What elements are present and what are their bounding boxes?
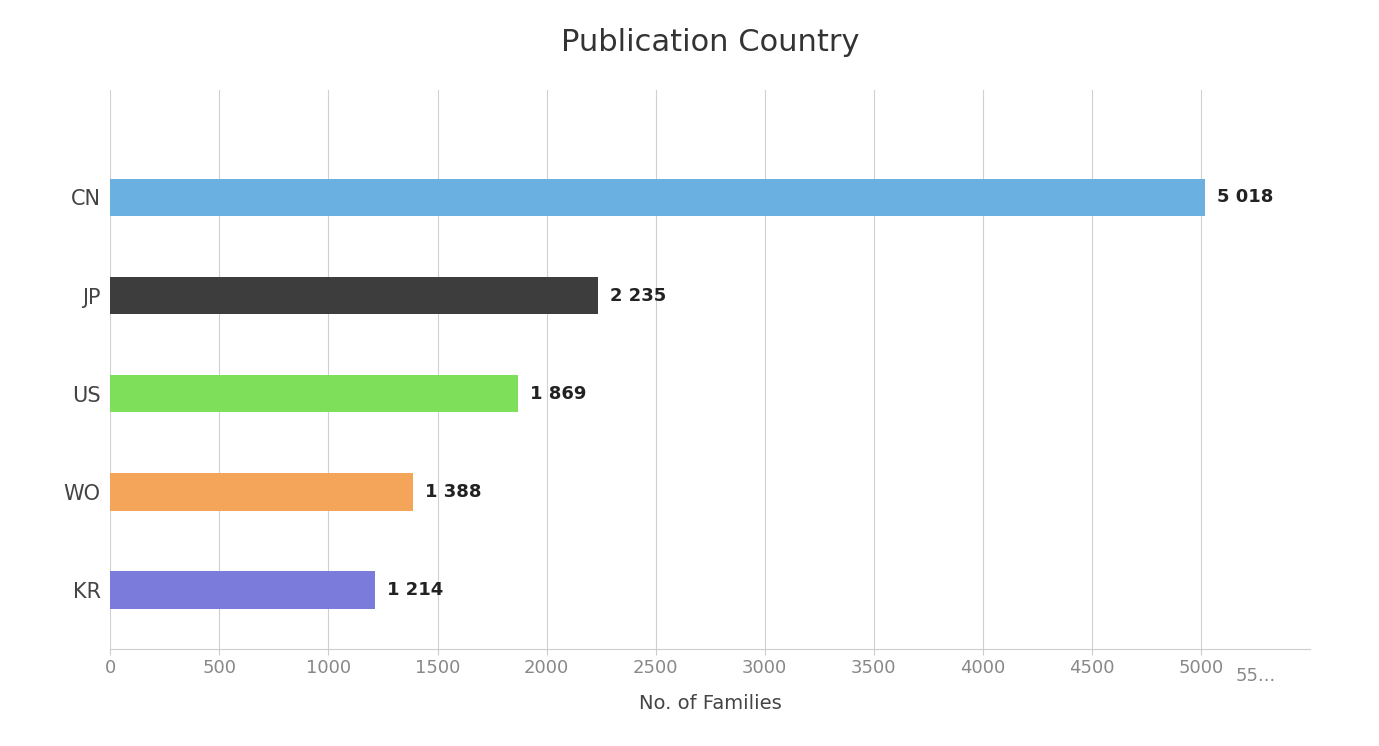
Text: 1 214: 1 214: [387, 581, 444, 599]
Bar: [110, 277, 598, 314]
Text: 2 235: 2 235: [610, 286, 666, 304]
Text: 5 018: 5 018: [1216, 189, 1273, 207]
X-axis label: No. of Families: No. of Families: [638, 694, 782, 713]
Title: Publication Country: Publication Country: [561, 28, 859, 57]
Bar: [110, 179, 1205, 216]
Text: 55...: 55...: [1236, 667, 1276, 685]
Bar: [110, 375, 519, 413]
Text: 1 388: 1 388: [425, 483, 481, 501]
Bar: [110, 571, 375, 609]
Bar: [110, 473, 414, 510]
Text: 1 869: 1 869: [530, 385, 586, 403]
